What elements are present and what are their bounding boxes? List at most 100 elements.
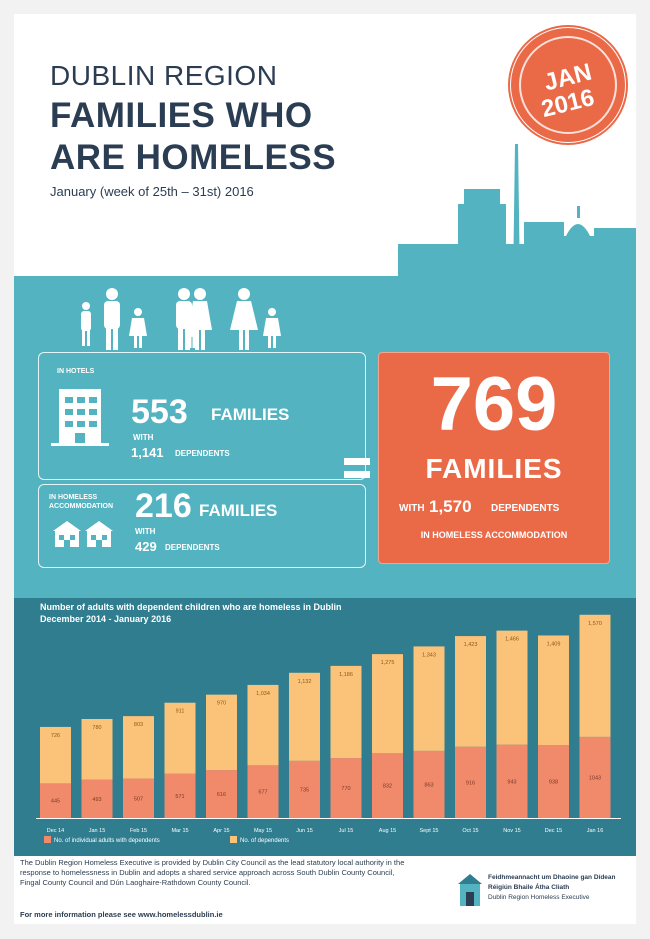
x-tick-label: May 15 [254, 828, 272, 834]
data-label-adults: 735 [300, 787, 309, 793]
data-label-dependents: 1,409 [547, 641, 561, 647]
bar-adults [81, 779, 113, 818]
data-label-dependents: 726 [51, 733, 60, 739]
x-tick-label: Jan 15 [89, 828, 106, 834]
hotels-families-label: FAMILIES [211, 405, 290, 424]
data-label-dependents: 1,132 [298, 679, 312, 685]
bar-dependents [123, 716, 154, 779]
equals-sign-bottom [344, 471, 370, 478]
homeless-with-label: WITH [135, 527, 156, 536]
title-line-2: ARE HOMELESS [50, 138, 337, 177]
bar-dependents [372, 654, 403, 754]
bar-dependents [40, 726, 71, 784]
total-dependents-label: DEPENDENTS [491, 503, 560, 514]
data-label-dependents: 1,034 [256, 691, 270, 697]
bar-adults [538, 745, 569, 818]
bar-adults [289, 760, 320, 818]
bar-dependents [330, 665, 362, 759]
title-line-1: FAMILIES WHO [50, 96, 313, 135]
data-label-dependents: 1,423 [464, 642, 478, 648]
x-tick-label: Jan 16 [587, 828, 604, 834]
logo-line-2: Réigiún Bhaile Átha Cliath [488, 884, 570, 891]
bar-adults [372, 753, 403, 818]
data-label-adults: 507 [134, 796, 143, 802]
logo-line-1: Feidhmeannacht um Dhaoine gan Dídean [488, 874, 616, 881]
data-label-dependents: 911 [176, 709, 185, 715]
hotels-dependents-count: 1,141 [131, 445, 164, 460]
data-label-adults: 493 [92, 797, 101, 803]
hotel-building-icon [51, 389, 109, 446]
hotels-with-label: WITH [133, 433, 154, 442]
data-label-dependents: 780 [92, 725, 101, 731]
family-figures-icon [81, 288, 281, 350]
total-dependents-count: 1,570 [429, 497, 472, 516]
bar-adults [496, 744, 528, 818]
homeless-families-label: FAMILIES [199, 501, 278, 520]
date-stamp: JAN 2016 [507, 24, 629, 146]
chart-title: Number of adults with dependent children… [40, 602, 342, 612]
x-tick-label: Jul 15 [339, 828, 354, 834]
x-tick-label: Dec 14 [47, 828, 64, 834]
chart-subtitle: December 2014 - January 2016 [40, 614, 172, 624]
bar-dependents [289, 672, 320, 761]
bar-dependents [538, 635, 569, 746]
chart-panel [14, 598, 636, 856]
drhe-logo-icon [458, 874, 482, 906]
x-tick-label: Feb 15 [130, 828, 147, 834]
bar-dependents [413, 646, 445, 751]
data-label-adults: 1043 [589, 775, 601, 781]
data-label-adults: 571 [175, 794, 184, 800]
total-with-label: WITH [399, 503, 425, 514]
date-line: January (week of 25th – 31st) 2016 [50, 184, 254, 199]
x-tick-label: Dec 15 [545, 828, 562, 834]
data-label-adults: 445 [51, 799, 60, 805]
bar-adults [164, 773, 196, 818]
houses-icon [53, 521, 113, 547]
bar-dependents [206, 694, 237, 771]
stamp-ring [519, 36, 617, 134]
hotels-families-count: 553 [131, 393, 188, 431]
logo-line-3: Dublin Region Homeless Executive [488, 894, 590, 901]
stacked-bar-chart: 445 726 Dec 14 493 780 Jan 15 507 803 Feb 15 571 9… [36, 614, 621, 844]
total-families-count: 769 [430, 362, 558, 447]
x-tick-label: Nov 15 [503, 828, 520, 834]
data-label-adults: 677 [258, 790, 267, 796]
footer-link[interactable]: For more information please see www.home… [20, 910, 223, 919]
data-label-dependents: 1,570 [588, 621, 602, 627]
bar-adults [123, 778, 154, 818]
legend-label-adults: No. of individual adults with dependents [54, 838, 160, 844]
footer-text: The Dublin Region Homeless Executive is … [20, 858, 405, 887]
x-tick-label: Apr 15 [213, 828, 229, 834]
hotels-label: IN HOTELS [57, 368, 95, 375]
x-tick-label: Aug 15 [379, 828, 396, 834]
legend-swatch-adults [44, 836, 51, 843]
bar-adults [579, 736, 611, 818]
x-tick-label: Oct 15 [462, 828, 478, 834]
legend-label-dependents: No. of dependents [240, 838, 289, 844]
equals-sign-top [344, 458, 370, 465]
bar-dependents [579, 614, 611, 737]
footer: The Dublin Region Homeless Executive is … [14, 856, 636, 924]
bar-dependents [496, 630, 528, 745]
homeless-dependents-count: 429 [135, 539, 157, 554]
bar-adults [206, 770, 237, 818]
data-label-adults: 770 [341, 786, 350, 792]
data-label-dependents: 1,275 [381, 660, 395, 666]
total-panel: 769 FAMILIES WITH 1,570 DEPENDENTS IN HO… [378, 352, 610, 564]
region-heading: DUBLIN REGION [50, 60, 278, 91]
data-label-adults: 916 [466, 780, 475, 786]
data-label-adults: 938 [549, 780, 558, 786]
data-label-dependents: 1,186 [339, 672, 353, 678]
homeless-label-line1: IN HOMELESS [49, 494, 98, 501]
hotels-dependents-label: DEPENDENTS [175, 449, 230, 458]
data-label-adults: 832 [383, 784, 392, 790]
bar-adults [247, 765, 279, 818]
data-label-adults: 943 [507, 779, 516, 785]
bar-adults [455, 746, 486, 818]
hotels-panel: IN HOTELS 553 FAMILIES WITH 1,141 DEPEND… [38, 352, 366, 480]
homeless-dependents-label: DEPENDENTS [165, 543, 220, 552]
header: DUBLIN REGION FAMILIES WHO ARE HOMELESS … [14, 14, 636, 284]
bar-adults [413, 750, 445, 818]
bar-dependents [247, 684, 279, 766]
bar-dependents [164, 702, 196, 774]
